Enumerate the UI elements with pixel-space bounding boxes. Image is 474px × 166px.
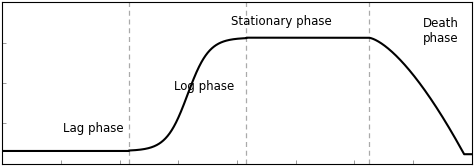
Text: Log phase: Log phase [173,80,234,93]
Text: Lag phase: Lag phase [63,122,124,135]
Text: Death
phase: Death phase [423,17,458,45]
Text: Stationary phase: Stationary phase [231,15,332,28]
